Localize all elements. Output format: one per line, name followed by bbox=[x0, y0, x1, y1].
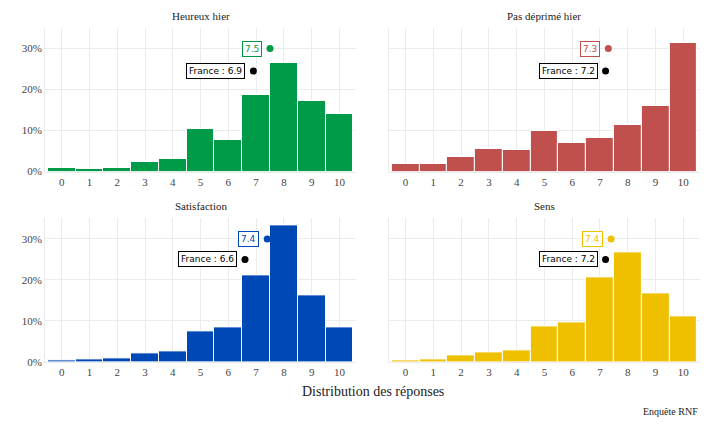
svg-text:0%: 0% bbox=[27, 165, 42, 177]
svg-text:5: 5 bbox=[542, 176, 548, 188]
svg-text:7: 7 bbox=[597, 366, 603, 378]
svg-text:10: 10 bbox=[678, 366, 690, 378]
svg-text:0: 0 bbox=[59, 366, 65, 378]
svg-text:3: 3 bbox=[142, 366, 148, 378]
svg-text:France : 7.2: France : 7.2 bbox=[542, 254, 595, 264]
svg-text:1: 1 bbox=[431, 176, 437, 188]
svg-text:4: 4 bbox=[170, 366, 176, 378]
svg-text:7: 7 bbox=[253, 176, 259, 188]
svg-text:2: 2 bbox=[114, 366, 120, 378]
svg-text:3: 3 bbox=[486, 176, 492, 188]
svg-text:7.3: 7.3 bbox=[583, 44, 597, 54]
svg-text:1: 1 bbox=[87, 176, 93, 188]
svg-text:2: 2 bbox=[458, 176, 464, 188]
svg-text:2: 2 bbox=[458, 366, 464, 378]
svg-text:Satisfaction: Satisfaction bbox=[175, 200, 227, 212]
svg-text:9: 9 bbox=[653, 366, 659, 378]
svg-text:6: 6 bbox=[226, 176, 232, 188]
svg-text:4: 4 bbox=[170, 176, 176, 188]
svg-text:7: 7 bbox=[253, 366, 259, 378]
svg-text:Heureux hier: Heureux hier bbox=[172, 10, 230, 22]
svg-text:10%: 10% bbox=[22, 315, 42, 327]
svg-text:10%: 10% bbox=[22, 124, 42, 136]
svg-text:7.4: 7.4 bbox=[241, 234, 256, 244]
svg-text:2: 2 bbox=[114, 176, 120, 188]
svg-text:0: 0 bbox=[403, 366, 409, 378]
svg-text:1: 1 bbox=[431, 366, 437, 378]
svg-text:Enquête RNF: Enquête RNF bbox=[643, 406, 698, 417]
svg-text:7: 7 bbox=[597, 176, 603, 188]
svg-text:10: 10 bbox=[334, 366, 346, 378]
svg-text:6: 6 bbox=[226, 366, 232, 378]
svg-text:8: 8 bbox=[625, 366, 631, 378]
svg-text:4: 4 bbox=[514, 366, 520, 378]
svg-text:7.5: 7.5 bbox=[245, 44, 259, 54]
svg-text:20%: 20% bbox=[22, 83, 42, 95]
svg-text:8: 8 bbox=[281, 176, 287, 188]
svg-text:0: 0 bbox=[403, 176, 409, 188]
svg-text:6: 6 bbox=[569, 366, 575, 378]
svg-text:5: 5 bbox=[542, 366, 548, 378]
svg-text:6: 6 bbox=[569, 176, 575, 188]
svg-text:0%: 0% bbox=[27, 356, 42, 368]
svg-text:9: 9 bbox=[309, 366, 315, 378]
svg-text:Pas déprimé hier: Pas déprimé hier bbox=[507, 10, 581, 22]
svg-text:20%: 20% bbox=[22, 274, 42, 286]
svg-text:3: 3 bbox=[142, 176, 148, 188]
svg-text:30%: 30% bbox=[22, 233, 42, 245]
svg-text:France : 6.9: France : 6.9 bbox=[189, 66, 242, 76]
svg-text:3: 3 bbox=[486, 366, 492, 378]
svg-text:9: 9 bbox=[309, 176, 315, 188]
svg-text:Sens: Sens bbox=[534, 200, 555, 212]
svg-text:8: 8 bbox=[625, 176, 631, 188]
svg-text:5: 5 bbox=[198, 366, 204, 378]
svg-text:10: 10 bbox=[678, 176, 690, 188]
svg-text:7.4: 7.4 bbox=[585, 234, 600, 244]
svg-text:8: 8 bbox=[281, 366, 287, 378]
svg-text:5: 5 bbox=[198, 176, 204, 188]
svg-text:10: 10 bbox=[334, 176, 346, 188]
svg-text:Distribution des réponses: Distribution des réponses bbox=[302, 384, 444, 399]
svg-text:France : 6.6: France : 6.6 bbox=[181, 254, 234, 264]
svg-text:France : 7.2: France : 7.2 bbox=[542, 66, 595, 76]
svg-text:0: 0 bbox=[59, 176, 65, 188]
svg-text:30%: 30% bbox=[22, 42, 42, 54]
svg-text:1: 1 bbox=[87, 366, 93, 378]
svg-text:9: 9 bbox=[653, 176, 659, 188]
svg-text:4: 4 bbox=[514, 176, 520, 188]
